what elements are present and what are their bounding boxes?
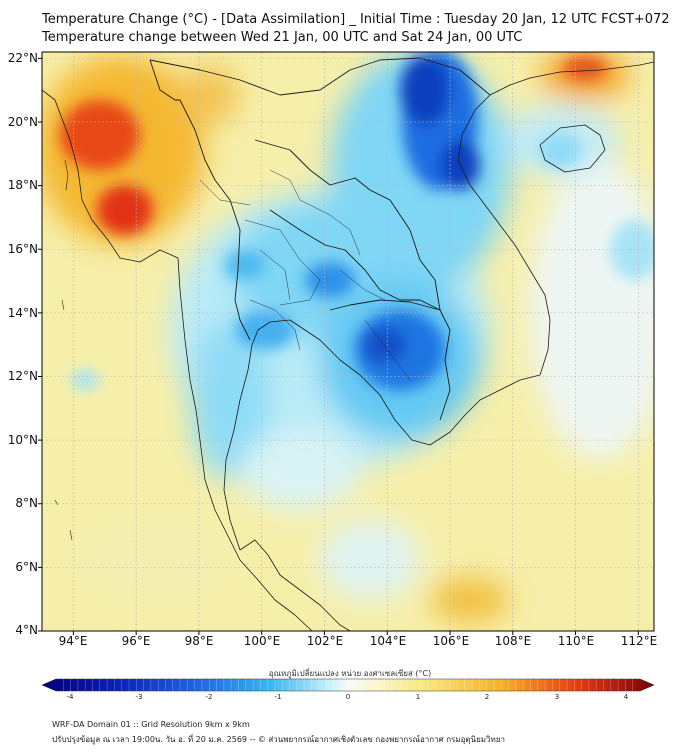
coastline-vietnam [457, 61, 654, 416]
andaman-islands [61, 159, 69, 311]
coastline-peninsula-west [199, 439, 313, 631]
coastline-myanmar-west [42, 89, 201, 441]
lon-label-98: 98°E [184, 634, 214, 648]
colorbar-tick-2: 2 [484, 693, 490, 701]
lat-label-6: 6°N [15, 560, 38, 574]
colorbar-tick-1: 1 [415, 693, 421, 701]
border-myanmar-thailand [179, 99, 251, 341]
border-china [149, 57, 491, 96]
lon-label-108: 108°E [494, 634, 532, 648]
border-cambodia [329, 299, 451, 421]
colorbar-tick-0: 0 [345, 693, 351, 701]
lon-label-94: 94°E [58, 634, 88, 648]
lat-label-14: 14°N [7, 306, 38, 320]
axis-ticks [38, 57, 639, 635]
coastline-peninsula-east [239, 539, 351, 631]
plot-frame [41, 51, 655, 632]
lat-label-18: 18°N [7, 178, 38, 192]
lat-label-22: 22°N [7, 51, 38, 65]
border-thailand-laos [269, 209, 441, 311]
temperature-field [42, 52, 654, 631]
lon-label-112: 112°E [620, 634, 658, 648]
map-title-line2: Temperature change between Wed 21 Jan, 0… [42, 30, 523, 45]
colorbar-tick-neg3: -3 [135, 693, 143, 701]
coastline-hainan [539, 124, 606, 173]
colorbar-title: อุณหภูมิเปลี่ยนแปลง หน่วย องศาเซลเซียส (… [268, 669, 432, 678]
colorbar-tick-neg1: -1 [274, 693, 282, 701]
footer-update-credit: ปรับปรุงข้อมูล ณ เวลา 19:00น. วัน อ. ที่… [52, 735, 506, 744]
lon-label-96: 96°E [121, 634, 151, 648]
lat-label-10: 10°N [7, 433, 38, 447]
colorbar-tick-3: 3 [554, 693, 560, 701]
border-myanmar-china [149, 59, 180, 101]
lat-label-4: 4°N [15, 623, 38, 637]
colorbar-tick-neg2: -2 [205, 693, 213, 701]
lat-label-8: 8°N [15, 496, 38, 510]
border-laos [254, 139, 441, 311]
nicobar-islands [54, 499, 73, 541]
coastlines-and-borders [42, 57, 654, 631]
lon-label-104: 104°E [369, 634, 407, 648]
lon-label-102: 102°E [306, 634, 344, 648]
lon-label-110: 110°E [557, 634, 595, 648]
gridlines [42, 52, 654, 632]
lat-label-16: 16°N [7, 242, 38, 256]
colorbar-tick-4: 4 [623, 693, 629, 701]
colorbar-tick-neg4: -4 [66, 693, 74, 701]
lat-label-12: 12°N [7, 369, 38, 383]
colorbar [41, 678, 655, 692]
lon-label-106: 106°E [432, 634, 470, 648]
footer-model-info: WRF-DA Domain 01 :: Grid Resolution 9km … [52, 720, 250, 729]
coastline-gulf-thailand [223, 319, 466, 551]
map-title-line1: Temperature Change (°C) - [Data Assimila… [42, 12, 670, 27]
lon-label-100: 100°E [243, 634, 281, 648]
lat-label-20: 20°N [7, 115, 38, 129]
provincial-lines [199, 169, 411, 381]
